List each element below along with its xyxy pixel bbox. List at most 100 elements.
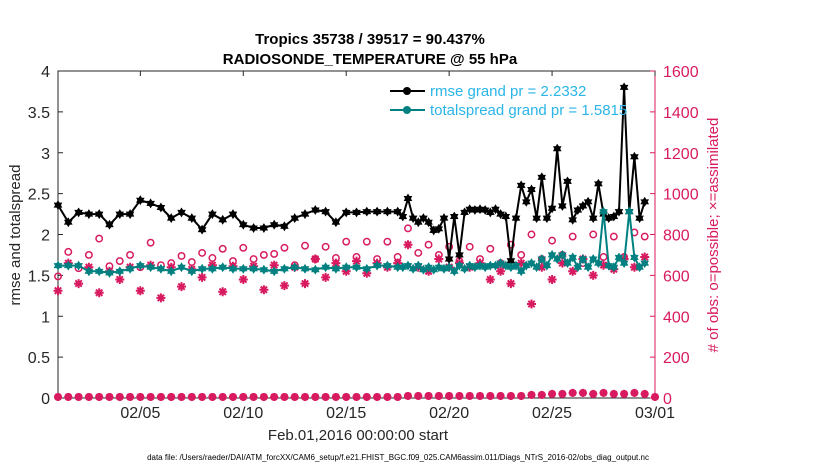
obs-assimilated-bottom-point	[146, 393, 155, 401]
obs-possible-point	[404, 224, 412, 233]
y-right-tick-label: 1200	[663, 146, 699, 163]
rmse-point	[352, 207, 361, 218]
rmse-point	[527, 184, 536, 195]
obs-assimilated-point	[557, 258, 567, 268]
footnote: data file: /Users/raeder/DAI/ATM_forcXX/…	[147, 453, 649, 462]
obs-assimilated-point	[537, 262, 547, 272]
totalspread-point	[53, 260, 63, 271]
obs-assimilated-bottom-point	[259, 393, 268, 401]
rmse-point	[619, 82, 629, 93]
rmse-point	[259, 223, 269, 233]
obs-assimilated-bottom-point	[229, 393, 237, 401]
rmse-point	[588, 213, 598, 224]
obs-assimilated-point	[496, 266, 506, 276]
rmse-point	[439, 213, 449, 224]
obs-possible-point	[342, 237, 351, 246]
rmse-point	[516, 180, 526, 191]
rmse-point	[501, 211, 511, 222]
totalspread-point	[542, 260, 552, 271]
rmse-point	[594, 178, 603, 189]
obs-possible-point	[218, 244, 227, 253]
obs-possible-point	[506, 240, 515, 249]
rmse-point	[434, 223, 444, 234]
totalspread-point	[94, 266, 104, 277]
totalspread-point	[465, 260, 475, 271]
obs-assimilated-bottom-point	[105, 393, 114, 401]
obs-assimilated-point	[485, 275, 495, 284]
obs-possible-point	[146, 238, 155, 247]
obs-assimilated-bottom-point	[455, 392, 464, 400]
totalspread-point	[197, 263, 207, 274]
totalspread-point	[424, 262, 433, 273]
rmse-point	[280, 221, 289, 232]
totalspread-point	[475, 260, 485, 271]
y-right-tick-label: 1000	[663, 187, 699, 204]
totalspread-point	[249, 263, 258, 274]
obs-assimilated-bottom-point	[578, 388, 587, 397]
rmse-point	[424, 217, 433, 228]
obs-possible-point	[95, 234, 104, 243]
obs-possible-point	[54, 272, 62, 281]
obs-assimilated-point	[331, 258, 341, 268]
legend-totalspread-label: totalspread grand pr = 1.5815	[430, 102, 627, 119]
obs-possible-point	[187, 258, 196, 267]
obs-possible-point	[486, 244, 495, 253]
y-right-tick-label: 0	[663, 391, 672, 408]
totalspread-point	[63, 260, 73, 271]
totalspread-point	[496, 258, 505, 269]
obs-assimilated-point	[238, 275, 248, 284]
obs-assimilated-point	[135, 286, 145, 296]
rmse-point	[511, 213, 521, 224]
plot-frame	[57, 70, 656, 399]
totalspread-point	[558, 249, 567, 260]
obs-possible-point	[609, 232, 618, 241]
rmse-point	[94, 209, 104, 220]
obs-assimilated-bottom-point	[620, 389, 629, 398]
obs-assimilated-point	[269, 260, 279, 270]
legend-box	[388, 80, 616, 120]
totalspread-point	[280, 263, 289, 274]
obs-possible-point	[198, 248, 207, 257]
totalspread-point	[372, 260, 382, 271]
totalspread-point	[624, 206, 634, 217]
totalspread-point	[501, 260, 511, 271]
obs-assimilated-point	[321, 272, 331, 282]
chart-title-line1: Tropics 35738 / 39517 = 90.437%	[255, 31, 485, 48]
totalspread-point	[383, 260, 392, 271]
rmse-point	[552, 143, 562, 154]
totalspread-point	[125, 263, 135, 274]
y-left-tick-label: 0	[41, 391, 50, 408]
obs-assimilated-point	[94, 288, 104, 298]
y-right-tick-label: 1600	[663, 64, 699, 81]
rmse-point	[532, 213, 541, 224]
obs-assimilated-bottom-point	[537, 390, 546, 399]
obs-possible-point	[517, 250, 526, 259]
totalspread-point	[321, 262, 330, 273]
obs-assimilated-bottom-point	[486, 392, 495, 400]
obs-assimilated-bottom-point	[445, 392, 454, 400]
rmse-point	[84, 209, 94, 220]
totalspread-point	[311, 264, 320, 275]
obs-possible-point	[599, 253, 608, 261]
totalspread-point	[259, 264, 269, 275]
rmse-point	[630, 151, 639, 162]
obs-assimilated-bottom-point	[496, 392, 505, 400]
obs-assimilated-point	[197, 272, 207, 282]
obs-assimilated-point	[310, 254, 320, 264]
totalspread-point	[156, 263, 166, 274]
totalspread-point	[238, 263, 248, 274]
obs-assimilated-point	[259, 285, 269, 295]
obs-possible-point	[64, 247, 73, 256]
obs-assimilated-bottom-point	[218, 393, 227, 401]
obs-assimilated-bottom-point	[568, 388, 577, 397]
rmse-point	[372, 206, 382, 217]
obs-assimilated-bottom-point	[404, 392, 412, 400]
totalspread-point	[516, 266, 526, 277]
rmse-point	[125, 209, 135, 220]
totalspread-point	[573, 262, 583, 273]
rmse-point	[362, 206, 372, 217]
totalspread-point	[352, 262, 361, 273]
totalspread-point	[609, 262, 619, 273]
obs-possible-point	[548, 236, 557, 245]
